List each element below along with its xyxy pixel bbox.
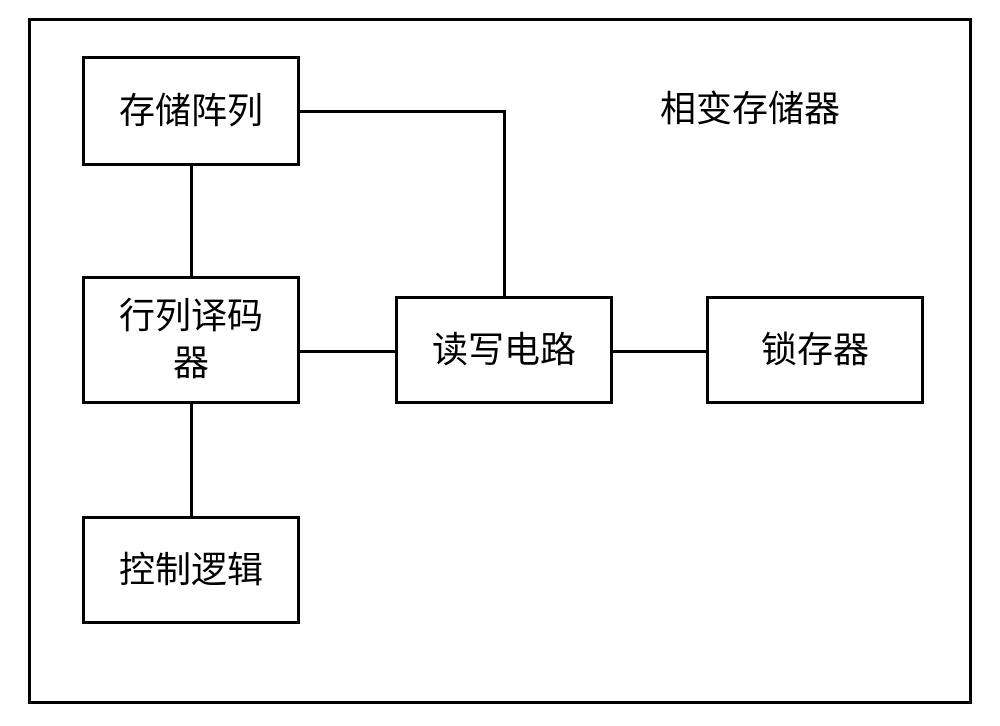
box-latch: 锁存器: [706, 296, 924, 404]
box-rw-circuit: 读写电路: [395, 296, 613, 404]
diagram-title: 相变存储器: [660, 80, 840, 132]
box-storage-array: 存储阵列: [82, 56, 300, 166]
edge-storage-to-decoder: [190, 166, 193, 276]
box-decoder-label: 行列译码器: [111, 293, 271, 387]
edge-decoder-to-rw: [300, 350, 395, 353]
edge-storage-to-rw-horizontal: [300, 110, 506, 113]
box-decoder: 行列译码器: [82, 276, 300, 404]
box-rw-circuit-label: 读写电路: [432, 327, 576, 374]
edge-rw-to-latch: [613, 350, 706, 353]
edge-decoder-to-control: [190, 404, 193, 516]
edge-storage-to-rw-vertical: [503, 110, 506, 296]
box-storage-array-label: 存储阵列: [119, 88, 263, 135]
box-latch-label: 锁存器: [761, 327, 869, 374]
box-control-logic-label: 控制逻辑: [119, 547, 263, 594]
box-control-logic: 控制逻辑: [82, 516, 300, 624]
